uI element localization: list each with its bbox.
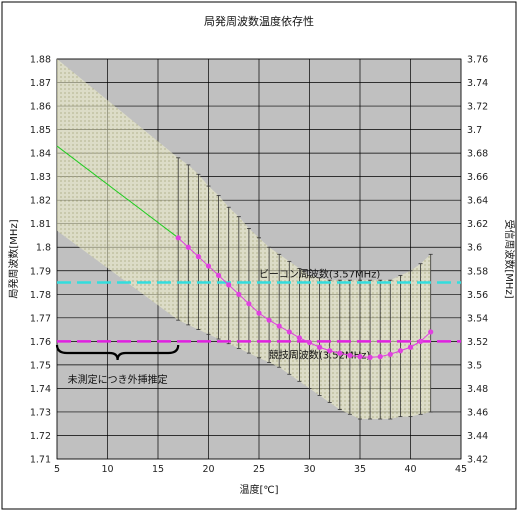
data-point — [387, 351, 393, 357]
x-tick-label: 10 — [101, 464, 113, 475]
x-axis-ticks: 5 10 15 20 25 30 35 40 45 — [54, 464, 467, 475]
x-tick-label: 45 — [455, 464, 467, 475]
data-point — [175, 235, 181, 241]
x-tick-label: 15 — [152, 464, 164, 475]
y-left-axis-label: 局発周波数[MHz] — [7, 219, 20, 298]
y-right-tick-label: 3.66 — [467, 172, 488, 183]
y-left-tick-label: 1.84 — [30, 149, 51, 160]
x-axis-label: 温度[℃] — [239, 483, 278, 496]
data-point — [337, 350, 343, 356]
y-right-tick-label: 3.52 — [467, 337, 488, 348]
data-point — [377, 354, 383, 360]
data-point — [276, 323, 282, 329]
y-left-axis-ticks: 1.711.721.731.741.751.761.771.781.791.81… — [30, 55, 51, 466]
y-left-tick-label: 1.87 — [30, 78, 51, 89]
series — [56, 145, 434, 360]
y-right-tick-label: 3.58 — [467, 266, 488, 277]
y-right-tick-label: 3.6 — [467, 243, 482, 254]
data-point — [418, 338, 424, 344]
y-left-tick-label: 1.79 — [30, 266, 51, 277]
extrapolated-band — [57, 59, 179, 321]
data-point — [327, 348, 333, 354]
extrapolated-line — [56, 145, 179, 239]
error-bars — [176, 157, 433, 420]
data-point — [407, 344, 414, 350]
data-point — [205, 263, 212, 269]
y-left-tick-label: 1.86 — [30, 102, 51, 113]
y-left-tick-label: 1.8 — [36, 243, 51, 254]
data-point — [256, 310, 262, 316]
brace-icon — [55, 344, 180, 361]
data-point — [286, 329, 292, 335]
reference-line-label: ビーコン周波数(3.57MHz) — [259, 268, 381, 281]
y-right-tick-label: 3.54 — [467, 313, 488, 324]
reference-line-label: 競技周波数(3.52MHz) — [269, 348, 371, 361]
data-point — [236, 291, 242, 297]
y-left-tick-label: 1.78 — [30, 290, 51, 301]
data-point — [226, 282, 232, 288]
x-tick-label: 35 — [354, 464, 366, 475]
y-left-tick-label: 1.71 — [30, 455, 51, 466]
y-left-tick-label: 1.72 — [30, 431, 51, 442]
y-right-tick-label: 3.68 — [467, 149, 488, 160]
y-left-tick-label: 1.85 — [30, 125, 51, 136]
y-left-tick-label: 1.73 — [30, 407, 51, 418]
y-left-tick-label: 1.83 — [30, 172, 51, 183]
y-left-tick-label: 1.77 — [30, 313, 51, 324]
data-point — [195, 254, 201, 260]
y-right-tick-label: 3.48 — [467, 384, 488, 395]
y-right-tick-label: 3.56 — [467, 290, 488, 301]
data-point — [317, 344, 323, 350]
chart-title: 局発周波数温度依存性 — [204, 14, 314, 28]
y-right-tick-label: 3.44 — [467, 431, 488, 442]
y-left-tick-label: 1.74 — [30, 384, 51, 395]
y-right-tick-label: 3.62 — [467, 219, 488, 230]
annotations: 未測定につき外挿推定 — [55, 344, 180, 386]
data-point — [216, 272, 222, 279]
y-right-tick-label: 3.5 — [467, 360, 482, 371]
y-left-tick-label: 1.75 — [30, 360, 51, 371]
data-point — [357, 354, 363, 360]
y-left-tick-label: 1.82 — [30, 196, 51, 207]
x-tick-label: 20 — [202, 464, 214, 475]
uncertainty-bands — [57, 59, 431, 419]
data-point — [367, 354, 373, 360]
data-point — [246, 301, 252, 307]
y-right-tick-label: 3.74 — [467, 78, 488, 89]
data-point — [185, 244, 191, 250]
measured-band — [178, 157, 431, 419]
data-point — [296, 335, 302, 341]
reference-lines: ビーコン周波数(3.57MHz) 競技周波数(3.52MHz) — [57, 268, 461, 361]
y-left-tick-label: 1.88 — [30, 55, 51, 66]
y-right-tick-label: 3.46 — [467, 407, 488, 418]
y-right-tick-label: 3.64 — [467, 196, 488, 207]
y-right-tick-label: 3.72 — [467, 102, 488, 113]
y-right-tick-label: 3.7 — [467, 125, 482, 136]
y-right-tick-label: 3.76 — [467, 55, 488, 66]
y-left-tick-label: 1.81 — [30, 219, 51, 230]
data-point — [397, 348, 403, 354]
x-tick-label: 40 — [404, 464, 416, 475]
x-tick-label: 30 — [303, 464, 315, 475]
data-point — [347, 352, 353, 359]
y-right-tick-label: 3.42 — [467, 455, 488, 466]
data-point — [428, 329, 434, 335]
x-tick-label: 25 — [253, 464, 265, 475]
data-point — [306, 339, 313, 346]
y-right-axis-ticks: 3.42 3.44 3.46 3.48 3.5 3.52 3.54 3.56 3.58 3.6 3.… — [467, 55, 488, 466]
y-right-axis-label: 受信周波数[MHz] — [503, 219, 516, 298]
y-left-tick-label: 1.76 — [30, 337, 51, 348]
x-tick-label: 5 — [54, 464, 60, 475]
data-point — [266, 317, 272, 323]
annotation-label: 未測定につき外挿推定 — [68, 373, 168, 386]
